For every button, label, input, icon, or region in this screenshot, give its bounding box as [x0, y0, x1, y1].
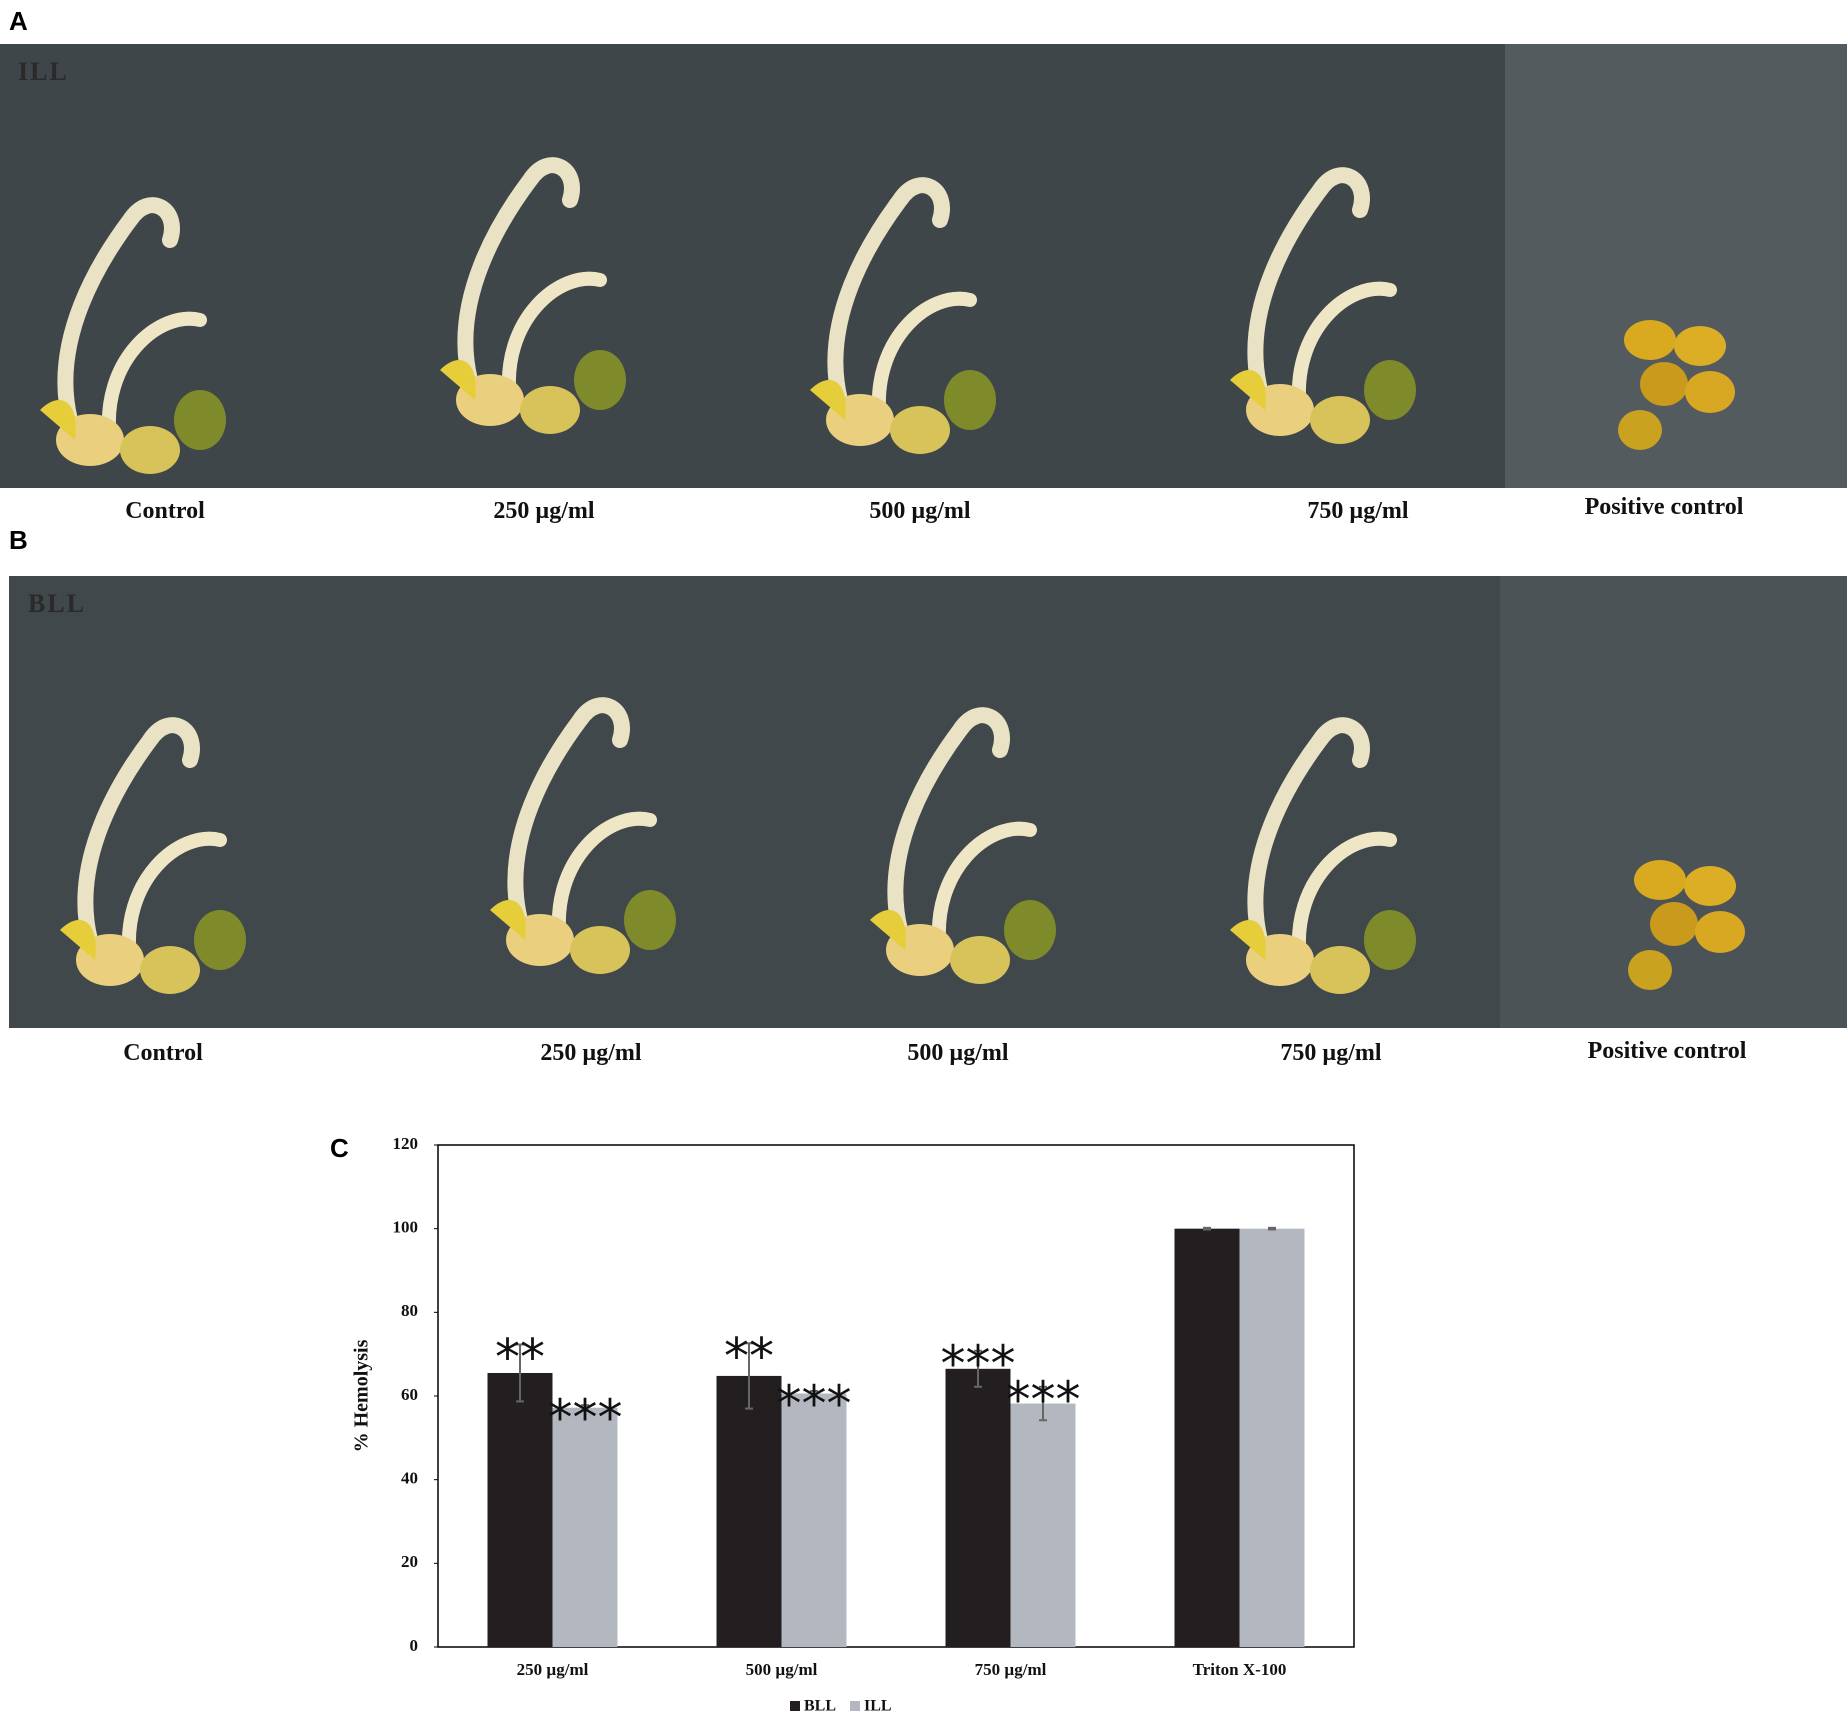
- bar: [1174, 1228, 1240, 1647]
- photo: [1505, 44, 1847, 488]
- y-tick-label: 20: [401, 1552, 418, 1571]
- caption: 250 µg/ml: [540, 1040, 641, 1066]
- legend-label: BLL: [804, 1698, 836, 1715]
- legend-label: ILL: [864, 1698, 892, 1715]
- caption: 500 µg/ml: [869, 498, 970, 524]
- bar: [487, 1372, 553, 1647]
- y-axis-label: % Hemolysis: [351, 1339, 373, 1452]
- y-tick-label: 80: [401, 1301, 418, 1320]
- bar: [1239, 1228, 1305, 1647]
- x-tick-label: 250 µg/ml: [517, 1660, 589, 1679]
- bar: [716, 1375, 782, 1647]
- significance: ***: [548, 1389, 623, 1447]
- caption: Positive control: [1588, 1038, 1747, 1064]
- significance: ***: [941, 1335, 1016, 1393]
- legend-swatch: [850, 1701, 860, 1711]
- bar: [945, 1368, 1011, 1647]
- photo-overlay: BLL: [28, 589, 86, 618]
- legend-swatch: [790, 1701, 800, 1711]
- photo-overlay: ILL: [18, 57, 69, 86]
- caption: Control: [125, 498, 205, 524]
- y-tick-label: 120: [393, 1134, 419, 1153]
- significance: ***: [1006, 1371, 1081, 1429]
- caption: 750 µg/ml: [1280, 1040, 1381, 1066]
- caption: 250 µg/ml: [493, 498, 594, 524]
- panel-label: A: [9, 6, 28, 36]
- caption: Control: [123, 1040, 203, 1066]
- y-tick-label: 40: [401, 1469, 418, 1488]
- caption: Positive control: [1585, 494, 1744, 520]
- x-tick-label: 500 µg/ml: [746, 1660, 818, 1679]
- caption: 500 µg/ml: [907, 1040, 1008, 1066]
- significance: **: [495, 1329, 545, 1387]
- significance: ***: [777, 1375, 852, 1433]
- caption: 750 µg/ml: [1307, 498, 1408, 524]
- bar: [1010, 1403, 1076, 1647]
- x-tick-label: 750 µg/ml: [975, 1660, 1047, 1679]
- significance: **: [724, 1327, 774, 1385]
- y-tick-label: 100: [393, 1218, 419, 1237]
- bar: [781, 1393, 847, 1647]
- photo: [1500, 576, 1847, 1028]
- panel-label: C: [330, 1133, 349, 1163]
- y-tick-label: 0: [410, 1636, 419, 1655]
- x-tick-label: Triton X-100: [1193, 1660, 1287, 1679]
- y-tick-label: 60: [401, 1385, 418, 1404]
- bar: [552, 1407, 618, 1647]
- panel-label: B: [9, 525, 28, 555]
